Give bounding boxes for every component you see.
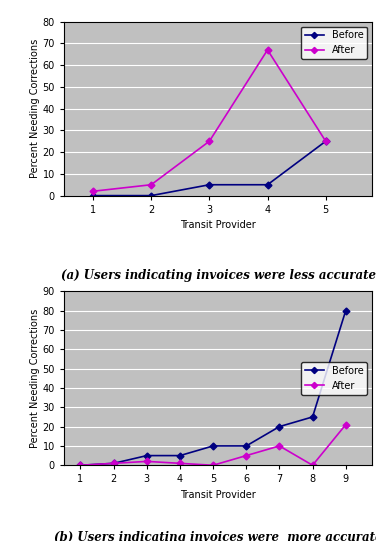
Text: (b) Users indicating invoices were  more accurate: (b) Users indicating invoices were more …: [54, 531, 376, 541]
After: [310, 462, 315, 469]
Before: [244, 443, 249, 449]
Line: After: After: [91, 48, 328, 194]
After: [178, 460, 182, 466]
After: [277, 443, 282, 449]
After: [265, 47, 270, 53]
After: [144, 458, 149, 465]
X-axis label: Transit Provider: Transit Provider: [180, 220, 256, 230]
Legend: Before, After: Before, After: [301, 362, 367, 394]
Before: [211, 443, 215, 449]
Before: [111, 460, 116, 466]
Before: [91, 193, 95, 199]
Y-axis label: Percent Needing Corrections: Percent Needing Corrections: [30, 39, 40, 178]
After: [78, 462, 83, 469]
Line: After: After: [78, 422, 348, 467]
After: [111, 460, 116, 466]
After: [207, 138, 212, 144]
Before: [310, 414, 315, 420]
Before: [207, 181, 212, 188]
After: [91, 188, 95, 195]
X-axis label: Transit Provider: Transit Provider: [180, 490, 256, 500]
Before: [144, 452, 149, 459]
Line: Before: Before: [91, 139, 328, 198]
After: [244, 452, 249, 459]
Before: [78, 462, 83, 469]
After: [323, 138, 328, 144]
Before: [343, 307, 348, 314]
After: [211, 462, 215, 469]
Before: [265, 181, 270, 188]
Y-axis label: Percent Needing Corrections: Percent Needing Corrections: [30, 309, 40, 448]
Line: Before: Before: [78, 308, 348, 467]
Before: [149, 193, 153, 199]
Text: (a) Users indicating invoices were less accurate: (a) Users indicating invoices were less …: [61, 269, 376, 282]
Before: [178, 452, 182, 459]
Legend: Before, After: Before, After: [301, 27, 367, 59]
Before: [277, 424, 282, 430]
Before: [323, 138, 328, 144]
After: [149, 181, 153, 188]
After: [343, 421, 348, 428]
